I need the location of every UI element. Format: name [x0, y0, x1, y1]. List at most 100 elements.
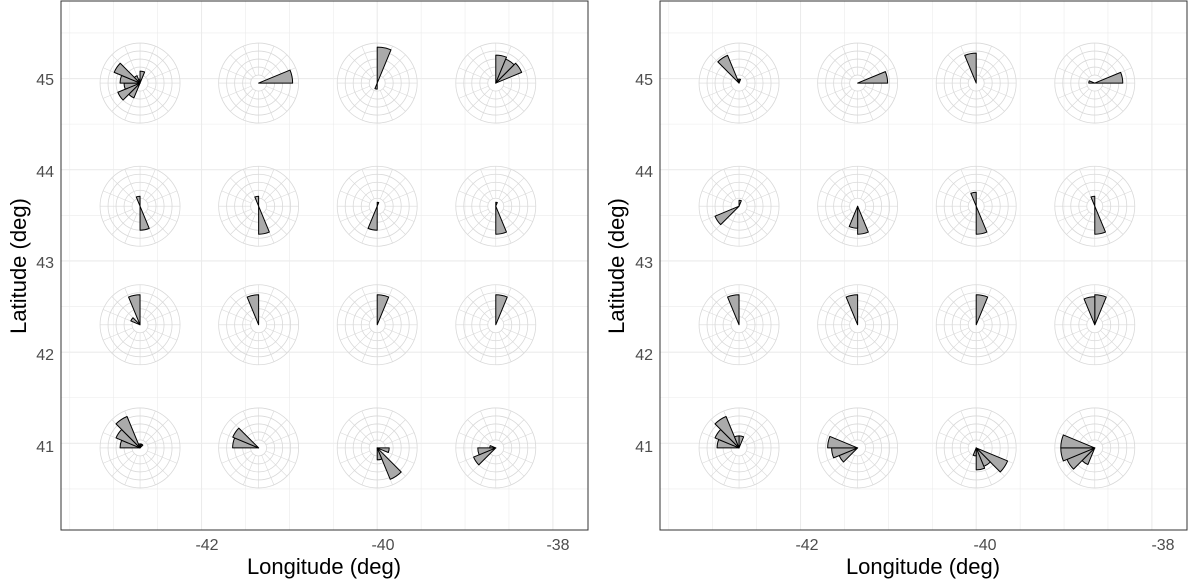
- rose-spoke: [102, 208, 133, 222]
- rose-spoke: [145, 211, 169, 235]
- rose-spoke: [124, 213, 138, 244]
- rose-10: [935, 284, 1017, 366]
- rose-spoke: [230, 88, 254, 112]
- rose-spoke: [983, 190, 1014, 204]
- rose-spoke: [379, 410, 393, 441]
- rose-spoke: [503, 208, 533, 222]
- rose-spoke: [829, 54, 853, 78]
- rose-spoke: [264, 211, 288, 235]
- rose-spoke: [723, 90, 737, 121]
- rose-wedge: [737, 78, 740, 84]
- rose-spoke: [701, 450, 732, 464]
- rose-spoke: [860, 287, 874, 318]
- rose-spoke: [265, 85, 296, 99]
- rose-spoke: [503, 450, 533, 464]
- rose-0: [99, 42, 181, 124]
- rose-wedge: [845, 294, 859, 326]
- rose-wedge: [714, 205, 740, 226]
- rose-wedge: [1088, 80, 1096, 84]
- rose-spoke: [863, 419, 887, 443]
- rose-spoke: [340, 85, 370, 99]
- rose-spoke: [264, 54, 288, 78]
- rose-spoke: [458, 67, 489, 81]
- rose-spoke: [243, 169, 256, 199]
- rose-spoke: [361, 332, 375, 362]
- rose-spoke: [458, 309, 489, 323]
- rose-spoke: [145, 453, 169, 477]
- rose-0: [698, 42, 780, 124]
- rose-spoke: [939, 67, 969, 81]
- rose-spoke: [467, 211, 491, 235]
- rose-spoke: [701, 327, 732, 341]
- rose-wedge: [495, 201, 498, 207]
- rose-spoke: [340, 190, 370, 204]
- rose-spoke: [860, 169, 874, 199]
- rose-spoke: [221, 190, 252, 204]
- rose-spoke: [1079, 46, 1092, 76]
- rose-spoke: [820, 327, 851, 341]
- rose-spoke: [741, 213, 755, 244]
- rose-spoke: [744, 88, 768, 112]
- rose-wedge: [138, 78, 141, 84]
- rose-spoke: [147, 190, 178, 204]
- rose-spoke: [860, 90, 874, 121]
- rose-spoke: [710, 296, 734, 320]
- rose-spoke: [230, 54, 254, 78]
- rose-spoke: [384, 67, 415, 81]
- rose-spoke: [842, 169, 855, 199]
- rose-spoke: [947, 296, 971, 320]
- rose-spoke: [864, 190, 895, 204]
- rose-wedge: [975, 294, 989, 326]
- rose-spoke: [124, 169, 138, 199]
- rose-spoke: [102, 190, 133, 204]
- rose-spoke: [1102, 450, 1132, 464]
- rose-spoke: [829, 330, 853, 354]
- rose-spoke: [860, 46, 874, 76]
- rose-spoke: [863, 54, 887, 78]
- rose-spoke: [939, 208, 969, 222]
- rose-spoke: [243, 410, 256, 441]
- rose-spoke: [1102, 432, 1132, 446]
- rose-spoke: [230, 211, 254, 235]
- rose-wedge: [139, 70, 146, 84]
- rose-9: [218, 284, 300, 366]
- rose-wedge: [376, 447, 383, 461]
- rose-spoke: [947, 88, 971, 112]
- rose-1: [817, 42, 899, 124]
- rose-spoke: [1102, 309, 1132, 323]
- rose-spoke: [243, 213, 256, 244]
- rose-13: [218, 407, 300, 489]
- rose-spoke: [1066, 54, 1090, 78]
- rose-spoke: [746, 432, 777, 446]
- rose-spoke: [947, 330, 971, 354]
- rose-spoke: [382, 330, 406, 354]
- left-y-tick-45: 45: [36, 72, 54, 89]
- rose-spoke: [1100, 330, 1124, 354]
- rose-spoke: [1100, 211, 1124, 235]
- rose-spoke: [741, 455, 755, 485]
- rose-spoke: [710, 88, 734, 112]
- rose-9: [817, 284, 899, 366]
- rose-spoke: [863, 296, 887, 320]
- rose-11: [455, 284, 537, 366]
- right-panel-border: [659, 0, 1188, 531]
- rose-spoke: [142, 410, 156, 441]
- rose-spoke: [741, 46, 755, 76]
- rose-spoke: [243, 46, 256, 76]
- left-y-tick-42: 42: [36, 347, 54, 364]
- rose-spoke: [379, 169, 393, 199]
- rose-spoke: [503, 327, 533, 341]
- rose-spoke: [947, 177, 971, 201]
- rose-spoke: [501, 177, 525, 201]
- left-x-tick-m38: -38: [546, 537, 569, 554]
- rose-wedge: [495, 62, 523, 84]
- rose-wedge: [133, 75, 141, 84]
- rose-spoke: [498, 410, 512, 441]
- rose-spoke: [124, 332, 138, 362]
- rose-wedge: [232, 427, 260, 449]
- rose-spoke: [1079, 90, 1092, 121]
- left-roses: [99, 42, 537, 489]
- rose-spoke: [348, 330, 372, 354]
- rose-spoke: [1100, 296, 1124, 320]
- rose-spoke: [501, 453, 525, 477]
